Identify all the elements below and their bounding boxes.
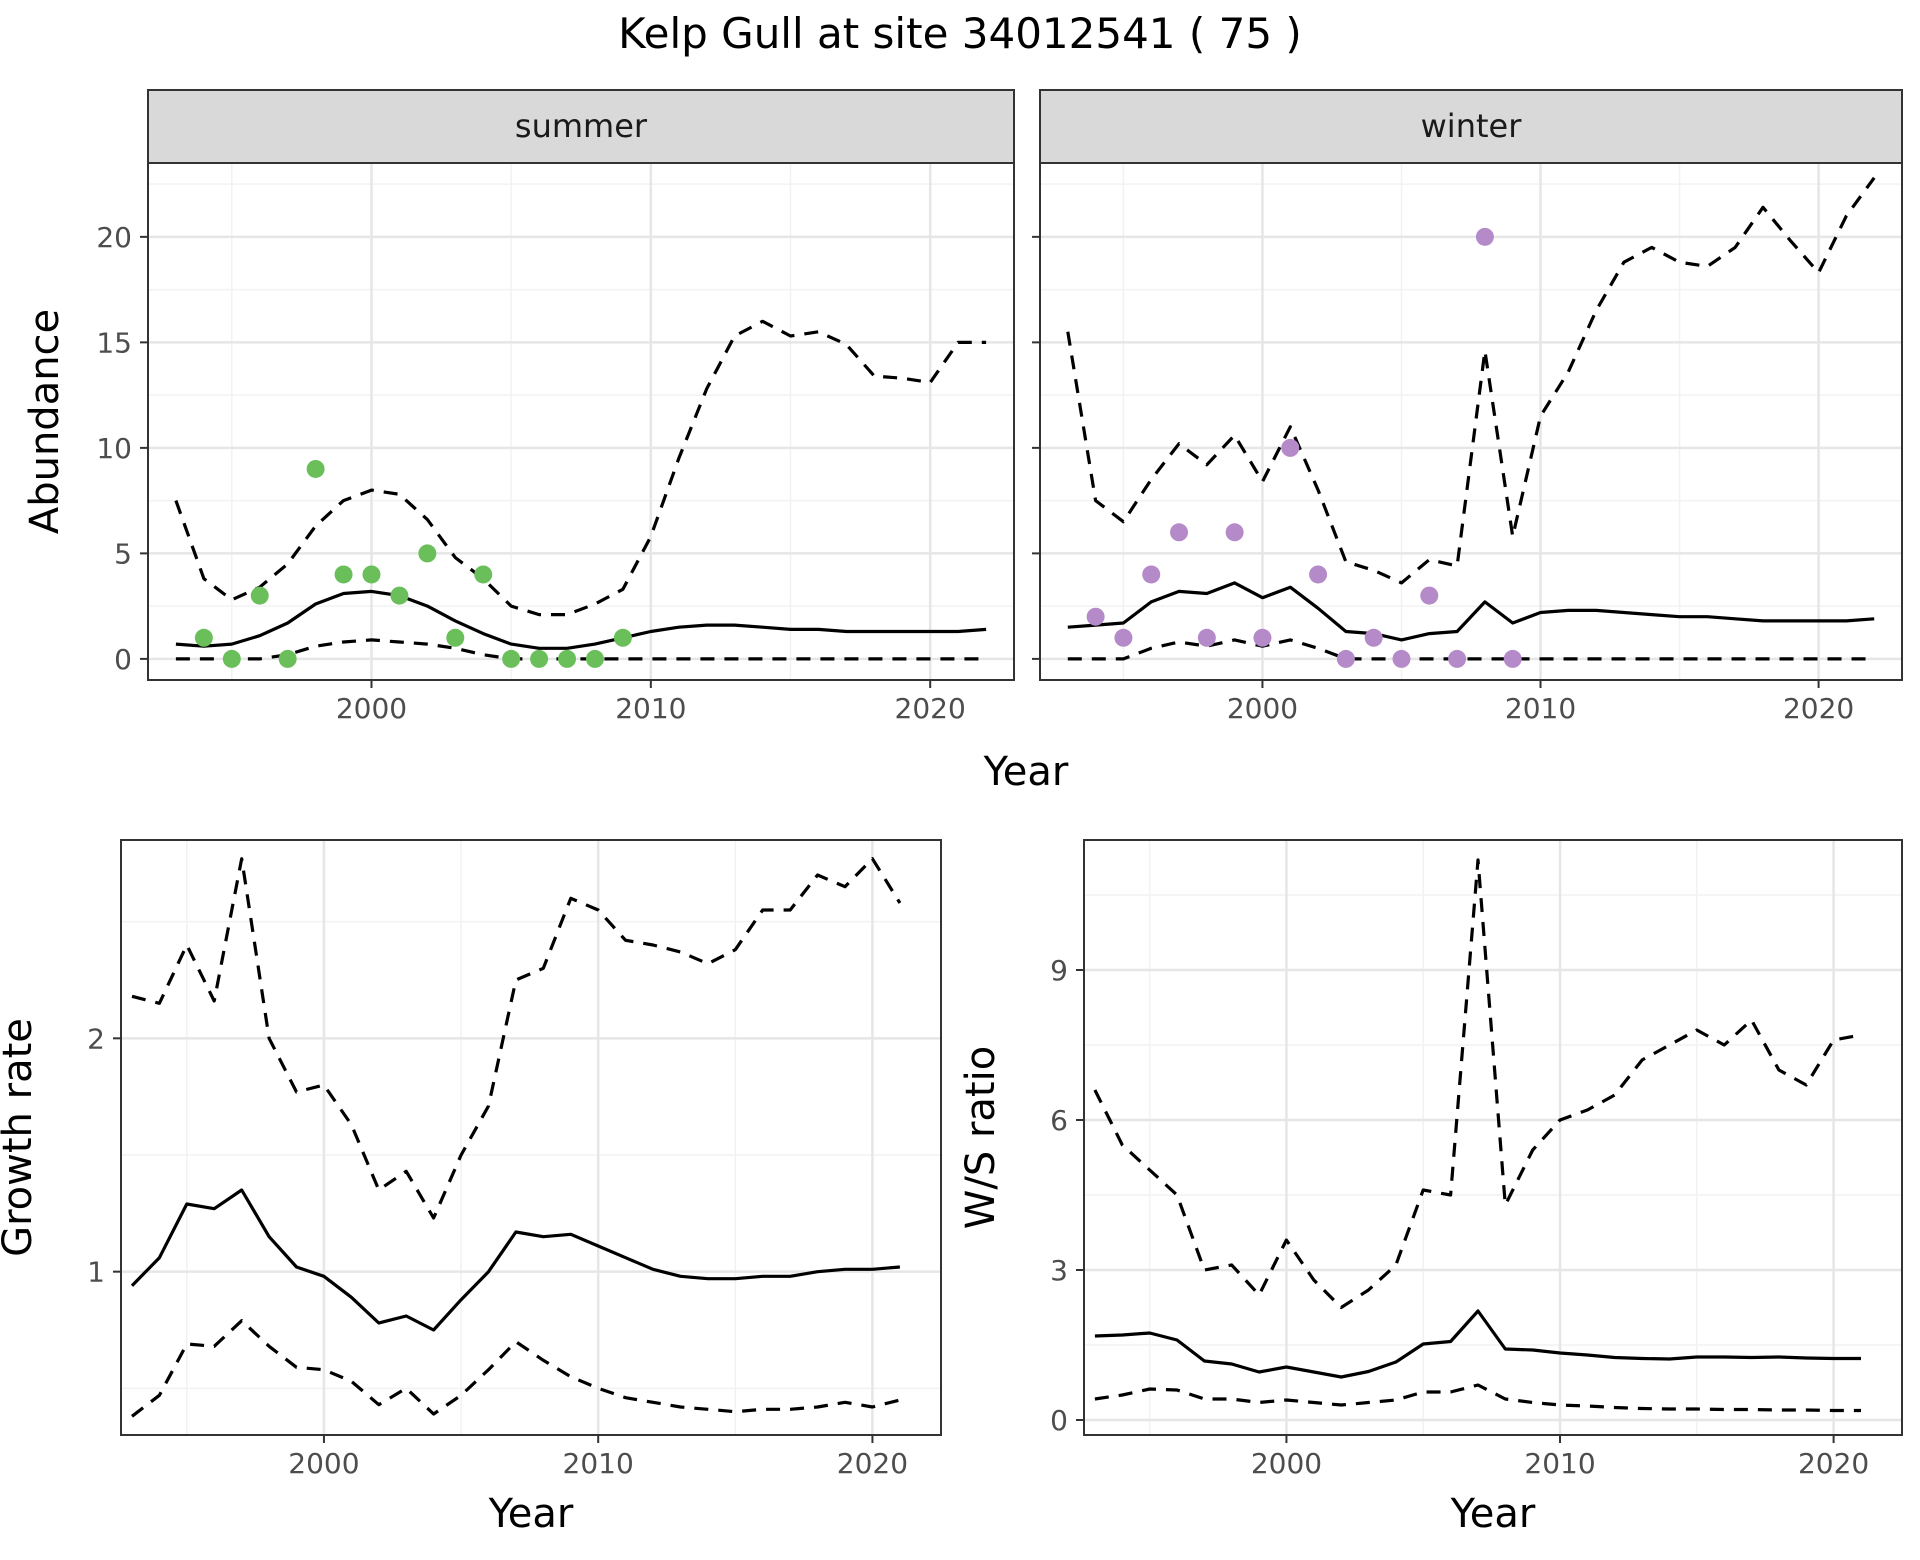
data-point xyxy=(1475,227,1494,246)
data-point xyxy=(194,628,213,647)
y-tick-label: 5 xyxy=(114,537,132,570)
panel-border xyxy=(1083,839,1903,1436)
facet-strip xyxy=(147,89,1015,164)
panel-border xyxy=(1039,162,1903,681)
y-tick-label: 6 xyxy=(1050,1104,1068,1137)
data-point xyxy=(613,628,632,647)
y-tick-label: 15 xyxy=(96,326,132,359)
x-tick-label: 2020 xyxy=(1798,1447,1869,1480)
y-tick-label: 20 xyxy=(96,221,132,254)
series-line-upper xyxy=(1093,858,1862,1310)
y-tick-label: 0 xyxy=(114,643,132,676)
data-point xyxy=(474,565,493,584)
series-line-lower xyxy=(1067,638,1875,661)
data-point xyxy=(222,649,241,668)
series-line-upper xyxy=(1066,176,1876,585)
data-point xyxy=(1309,565,1328,584)
series-line-upper xyxy=(131,857,902,1220)
x-tick-label: 2000 xyxy=(1227,692,1298,725)
x-tick-label: 2010 xyxy=(615,692,686,725)
x-axis-label: Year xyxy=(1450,1491,1536,1537)
series-line-mean xyxy=(1067,581,1875,642)
data-point xyxy=(362,565,381,584)
series-line-mean xyxy=(130,1188,901,1332)
x-tick-label: 2000 xyxy=(288,1447,359,1480)
data-point xyxy=(1392,649,1411,668)
figure-title: Kelp Gull at site 34012541 ( 75 ) xyxy=(618,9,1302,58)
panel-winter-abundance: winter 2000 2010 2020 xyxy=(1032,89,1903,725)
data-point xyxy=(1197,628,1216,647)
abundance-x-axis-label: Year xyxy=(983,749,1069,795)
x-tick-label: 2010 xyxy=(1505,692,1576,725)
facet-strip-label: summer xyxy=(515,107,648,145)
x-tick-label: 2020 xyxy=(1783,692,1854,725)
panel-summer-abundance: summer 2000 2010 2020 0 5 10 15 20 Abundance xyxy=(22,89,1015,725)
series-line-mean xyxy=(1094,1309,1861,1379)
y-tick-label: 10 xyxy=(96,432,132,465)
data-point xyxy=(278,649,297,668)
panel-border xyxy=(120,839,942,1436)
data-point xyxy=(1336,649,1355,668)
x-tick-label: 2020 xyxy=(895,692,966,725)
series-line-upper xyxy=(174,319,987,617)
data-point xyxy=(1281,438,1300,457)
data-point xyxy=(306,459,325,478)
data-point xyxy=(1364,628,1383,647)
y-tick-label: 0 xyxy=(1050,1404,1068,1437)
data-point xyxy=(446,628,465,647)
data-point xyxy=(1420,586,1439,605)
x-axis-label: Year xyxy=(488,1491,574,1537)
panel-border xyxy=(147,162,1015,681)
y-axis-label: Growth rate xyxy=(0,1018,41,1257)
y-axis-label: W/S ratio xyxy=(958,1046,1004,1229)
data-point xyxy=(1114,628,1133,647)
data-point xyxy=(502,649,521,668)
y-tick-label: 3 xyxy=(1050,1254,1068,1287)
x-tick-label: 2010 xyxy=(563,1447,634,1480)
data-point xyxy=(1503,649,1522,668)
data-point xyxy=(250,586,269,605)
series-line-lower xyxy=(1094,1383,1861,1413)
data-point xyxy=(418,544,437,563)
data-point xyxy=(530,649,549,668)
facet-strip xyxy=(1039,89,1903,164)
panel-ws-ratio: 2000 2010 2020 0 3 6 9 W/S ratio Year xyxy=(958,839,1903,1537)
data-point xyxy=(390,586,409,605)
series-line-lower xyxy=(131,1319,901,1418)
data-point xyxy=(1253,628,1272,647)
x-tick-label: 2010 xyxy=(1524,1447,1595,1480)
series-line-mean xyxy=(175,589,987,650)
data-point xyxy=(1225,523,1244,542)
data-point xyxy=(558,649,577,668)
data-point xyxy=(1448,649,1467,668)
data-point xyxy=(1170,523,1189,542)
data-point xyxy=(334,565,353,584)
facet-strip-label: winter xyxy=(1421,107,1523,145)
data-point xyxy=(585,649,604,668)
x-tick-label: 2000 xyxy=(336,692,407,725)
x-tick-label: 2000 xyxy=(1251,1447,1322,1480)
y-tick-label: 9 xyxy=(1050,954,1068,987)
x-tick-label: 2020 xyxy=(837,1447,908,1480)
panel-growth-rate: 2000 2010 2020 1 2 Growth rate Year xyxy=(0,839,942,1537)
y-tick-label: 2 xyxy=(87,1022,105,1055)
y-axis-label: Abundance xyxy=(22,309,68,534)
series-line-lower xyxy=(175,638,987,661)
data-point xyxy=(1142,565,1161,584)
data-point xyxy=(1086,607,1105,626)
y-tick-label: 1 xyxy=(87,1256,105,1289)
